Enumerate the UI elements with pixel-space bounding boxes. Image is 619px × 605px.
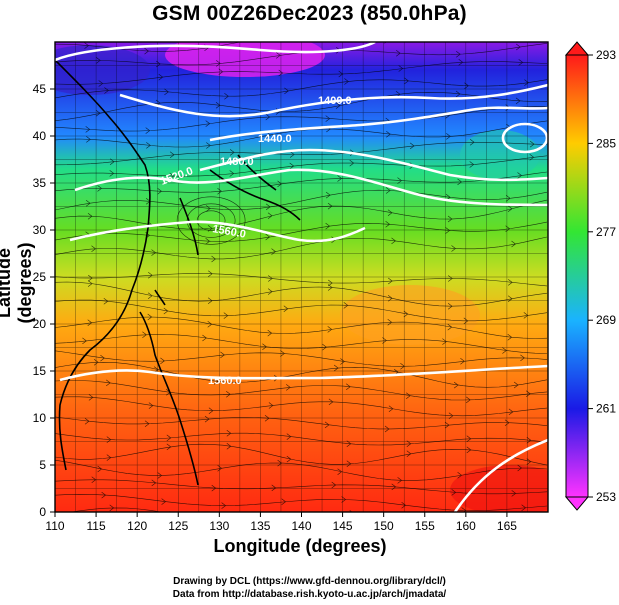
contour-labels: 1400.0 1440.0 1480.0 1520.0 1560.0 1560.… xyxy=(159,95,352,387)
x-tick-label: 155 xyxy=(415,519,435,533)
contour-label: 1440.0 xyxy=(258,133,292,145)
y-tick-label: 0 xyxy=(39,505,46,519)
x-tick-label: 160 xyxy=(456,519,476,533)
y-tick-label: 35 xyxy=(33,176,47,190)
y-tick-label: 5 xyxy=(39,458,46,472)
y-tick-label: 45 xyxy=(33,82,47,96)
y-tick-label: 30 xyxy=(33,223,47,237)
x-axis-label: Longitude (degrees) xyxy=(213,536,387,556)
x-tick-label: 145 xyxy=(333,519,353,533)
x-tick-label: 150 xyxy=(374,519,394,533)
map-title: GSM 00Z26Dec2023 (850.0hPa) xyxy=(152,2,467,25)
lat-lon-grid xyxy=(54,41,549,513)
x-tick-label: 165 xyxy=(497,519,517,533)
y-axis: 0 5 10 15 20 25 30 35 40 45 xyxy=(33,82,55,519)
y-tick-label: 25 xyxy=(33,270,47,284)
credit-line: Drawing by DCL (https://www.gfd-dennou.o… xyxy=(173,576,446,587)
colorbar-tick-label: 261 xyxy=(596,402,616,416)
colorbar: 253 261 269 277 285 293 xyxy=(564,41,616,511)
y-tick-label: 40 xyxy=(33,129,47,143)
contour-label: 1400.0 xyxy=(318,95,352,107)
coastlines xyxy=(55,59,301,486)
colorbar-tick-label: 285 xyxy=(596,136,616,150)
colorbar-tick-label: 253 xyxy=(596,490,616,504)
contour-label: 1560.0 xyxy=(211,223,246,241)
x-axis: 110 115 120 125 130 135 140 145 150 155 160 165 xyxy=(45,512,517,533)
credit-line: Data from http://database.rish.kyoto-u.a… xyxy=(172,589,447,600)
y-tick-label: 20 xyxy=(33,317,47,331)
x-tick-label: 110 xyxy=(45,519,64,533)
colorbar-tick-label: 293 xyxy=(596,48,616,62)
x-tick-label: 115 xyxy=(87,519,106,533)
y-tick-label: 10 xyxy=(33,411,47,425)
colorbar-tick-label: 277 xyxy=(596,225,616,239)
credits: Drawing by DCL (https://www.gfd-dennou.o… xyxy=(0,575,619,601)
x-tick-label: 130 xyxy=(209,519,229,533)
y-axis-label: Latitude (degrees) xyxy=(0,242,35,324)
x-tick-label: 120 xyxy=(127,519,147,533)
contour-label: 1560.0 xyxy=(208,375,242,387)
contour-label: 1480.0 xyxy=(220,156,254,168)
y-tick-label: 15 xyxy=(33,364,47,378)
height-contours xyxy=(55,42,548,512)
x-tick-label: 135 xyxy=(250,519,270,533)
colorbar-tick-label: 269 xyxy=(596,313,616,327)
x-tick-label: 140 xyxy=(291,519,311,533)
x-tick-label: 125 xyxy=(168,519,188,533)
